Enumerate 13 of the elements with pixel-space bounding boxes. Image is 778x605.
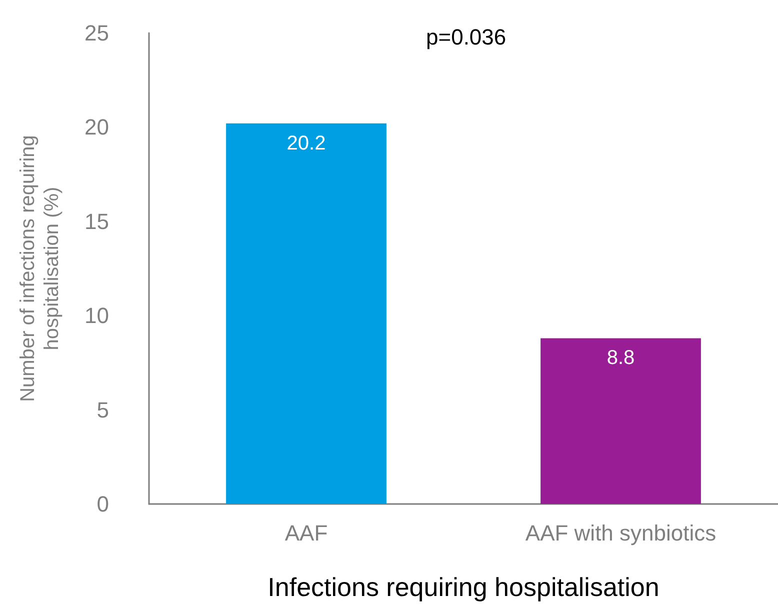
data-label: 8.8 — [606, 347, 635, 370]
y-axis-title: Number of infections requiring hospitalisation (%) — [17, 135, 63, 402]
x-axis-title: Infections requiring hospitalisation — [268, 572, 660, 602]
y-tick-label: 25 — [84, 20, 109, 46]
y-tick-label: 15 — [84, 208, 109, 234]
y-tick-label: 10 — [84, 303, 109, 328]
annotation: p=0.036 — [426, 24, 506, 50]
y-tick-label: 0 — [96, 492, 109, 516]
x-tick-label: AAF — [284, 520, 328, 546]
x-tick-label: AAF with synbiotics — [525, 520, 716, 546]
data-label: 20.2 — [286, 132, 326, 154]
y-tick-label: 5 — [96, 397, 109, 422]
y-tick-label: 20 — [84, 114, 109, 140]
